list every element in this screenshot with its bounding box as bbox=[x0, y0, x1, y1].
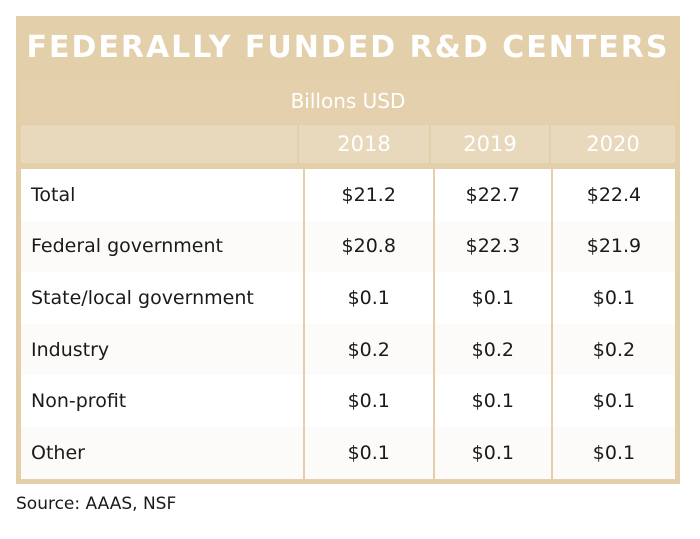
row-label: Industry bbox=[21, 323, 303, 376]
table-row: Industry $0.2 $0.2 $0.2 bbox=[21, 323, 675, 376]
cell-value: $22.3 bbox=[434, 220, 551, 273]
cell-value: $0.1 bbox=[552, 272, 675, 324]
table-frame: FEDERALLY FUNDED R&D CENTERS Billons USD… bbox=[16, 16, 680, 484]
cell-value: $0.1 bbox=[434, 426, 551, 479]
cell-value: $20.8 bbox=[304, 220, 433, 273]
cell-value: $0.2 bbox=[552, 323, 675, 376]
cell-value: $22.7 bbox=[434, 169, 551, 221]
row-label: Non-profit bbox=[21, 375, 303, 427]
cell-value: $0.1 bbox=[552, 375, 675, 427]
cell-value: $22.4 bbox=[552, 169, 675, 221]
table-subtitle: Billons USD bbox=[21, 79, 675, 123]
table-row: Total $21.2 $22.7 $22.4 bbox=[21, 169, 675, 221]
row-label: State/local government bbox=[21, 272, 303, 324]
table-row: Non-profit $0.1 $0.1 $0.1 bbox=[21, 375, 675, 427]
cell-value: $0.2 bbox=[434, 323, 551, 376]
cell-value: $0.1 bbox=[434, 375, 551, 427]
source-note: Source: AAAS, NSF bbox=[16, 494, 177, 514]
table-body: Total $21.2 $22.7 $22.4 Federal governme… bbox=[21, 169, 675, 479]
table-title: FEDERALLY FUNDED R&D CENTERS bbox=[26, 29, 670, 65]
header-cell-2020: 2020 bbox=[551, 125, 675, 163]
cell-value: $0.2 bbox=[304, 323, 433, 376]
cell-value: $21.9 bbox=[552, 220, 675, 273]
cell-value: $0.1 bbox=[304, 272, 433, 324]
row-label: Other bbox=[21, 426, 303, 479]
header-row: 2018 2019 2020 bbox=[21, 125, 675, 163]
header-cell-blank bbox=[21, 125, 297, 163]
row-label: Federal government bbox=[21, 220, 303, 273]
row-label: Total bbox=[21, 169, 303, 221]
header-cell-2019: 2019 bbox=[431, 125, 549, 163]
cell-value: $0.1 bbox=[304, 426, 433, 479]
cell-value: $21.2 bbox=[304, 169, 433, 221]
table-row: Federal government $20.8 $22.3 $21.9 bbox=[21, 220, 675, 273]
cell-value: $0.1 bbox=[434, 272, 551, 324]
table-row: State/local government $0.1 $0.1 $0.1 bbox=[21, 272, 675, 324]
table-row: Other $0.1 $0.1 $0.1 bbox=[21, 426, 675, 479]
header-cell-2018: 2018 bbox=[299, 125, 429, 163]
cell-value: $0.1 bbox=[552, 426, 675, 479]
cell-value: $0.1 bbox=[304, 375, 433, 427]
